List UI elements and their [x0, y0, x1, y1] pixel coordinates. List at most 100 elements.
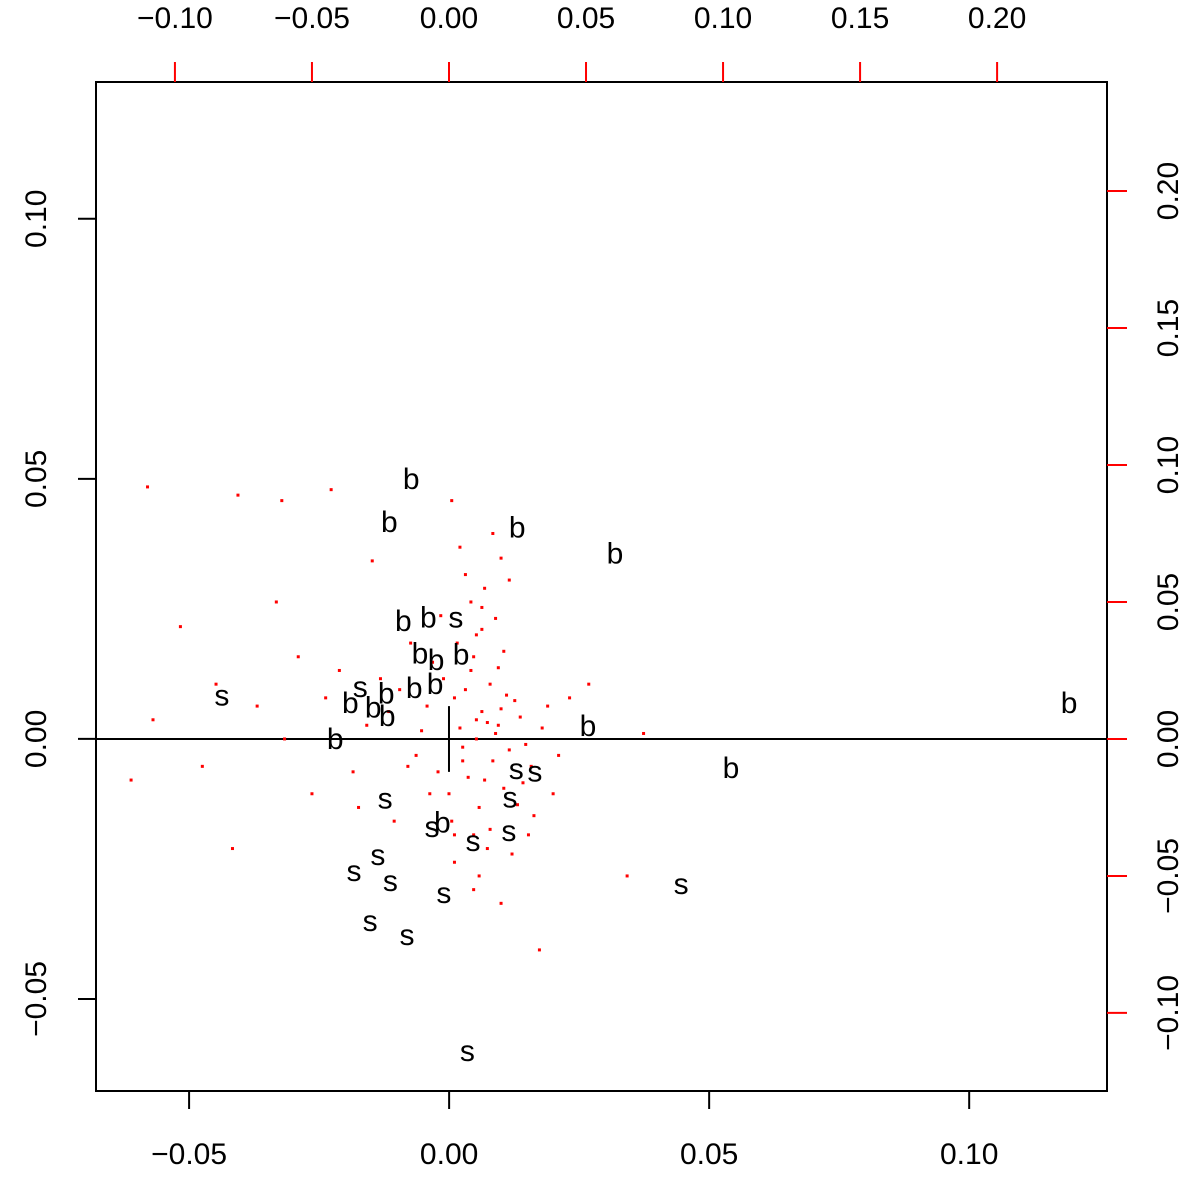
point-label: s — [214, 680, 229, 713]
point — [587, 682, 591, 686]
x-tick-label: 0.10 — [940, 1138, 998, 1171]
point — [488, 682, 492, 686]
point-label: s — [399, 919, 414, 952]
point — [521, 781, 525, 785]
point — [236, 493, 240, 497]
x2-tick-label: −0.05 — [274, 2, 350, 35]
point — [499, 556, 503, 560]
point — [625, 874, 629, 878]
point — [450, 499, 454, 503]
point — [540, 726, 544, 730]
point — [455, 641, 459, 645]
point — [146, 485, 150, 489]
point — [436, 770, 440, 774]
point — [568, 696, 572, 700]
point — [516, 803, 520, 807]
point — [472, 888, 476, 892]
point — [178, 625, 182, 629]
x2-tick-label: 0.15 — [831, 2, 889, 35]
point — [329, 488, 333, 492]
point-label: b — [428, 644, 445, 677]
point-label: b — [723, 752, 740, 785]
point-label: b — [395, 605, 412, 638]
point — [480, 605, 484, 609]
point — [499, 707, 503, 711]
point — [485, 847, 489, 851]
x2-tick-label: 0.00 — [420, 2, 478, 35]
point — [483, 778, 487, 782]
point-label: b — [403, 463, 420, 496]
point-label: s — [424, 811, 439, 844]
point — [507, 748, 511, 752]
point — [491, 759, 495, 763]
point-label: s — [378, 783, 393, 816]
point-label: b — [379, 700, 396, 733]
point — [463, 573, 467, 577]
point — [480, 710, 484, 714]
point-label: s — [509, 753, 524, 786]
point — [387, 710, 391, 714]
y2-tick-label: −0.10 — [1152, 975, 1185, 1051]
point-label: s — [363, 905, 378, 938]
point-label: s — [448, 602, 463, 635]
y2-tick-label: 0.05 — [1152, 573, 1185, 631]
point — [551, 792, 555, 796]
point — [483, 586, 487, 590]
point — [502, 649, 506, 653]
plot-frame — [95, 81, 1108, 1092]
point — [469, 600, 473, 604]
point — [214, 682, 218, 686]
point — [357, 805, 361, 809]
point-label: s — [383, 865, 398, 898]
point — [488, 827, 492, 831]
point — [406, 764, 410, 768]
point — [529, 764, 533, 768]
point — [428, 792, 432, 796]
point — [458, 545, 462, 549]
point — [472, 833, 476, 837]
point-label: b — [607, 538, 624, 571]
point — [378, 677, 382, 681]
x-tick-label: −0.05 — [151, 1138, 227, 1171]
point-label: b — [381, 506, 398, 539]
point — [474, 737, 478, 741]
point — [337, 668, 341, 672]
point — [450, 819, 454, 823]
y-tick-label: −0.05 — [20, 961, 53, 1037]
point — [477, 805, 481, 809]
point — [499, 901, 503, 905]
point — [557, 753, 561, 757]
point-label: b — [378, 678, 395, 711]
x-tick-label: 0.05 — [680, 1138, 738, 1171]
point — [461, 759, 465, 763]
point-label: s — [370, 839, 385, 872]
y2-tick-label: 0.20 — [1152, 162, 1185, 220]
point — [442, 677, 446, 681]
point — [425, 704, 429, 708]
point — [392, 819, 396, 823]
point — [200, 764, 204, 768]
point-label: s — [460, 1035, 475, 1068]
point — [151, 718, 155, 722]
point-label: b — [342, 687, 359, 720]
point-label: s — [436, 877, 451, 910]
point — [439, 614, 443, 618]
y-tick-label: 0.05 — [20, 450, 53, 508]
point — [532, 814, 536, 818]
point-label: b — [365, 692, 382, 725]
point — [513, 699, 517, 703]
point — [477, 874, 481, 878]
point — [398, 688, 402, 692]
point — [280, 499, 284, 503]
point-label: b — [406, 672, 423, 705]
y-tick-label: 0.00 — [20, 710, 53, 768]
point — [469, 668, 473, 672]
point — [505, 693, 509, 697]
point — [463, 688, 467, 692]
point-label: b — [412, 638, 429, 671]
point — [474, 718, 478, 722]
point-label: s — [674, 868, 689, 901]
point-label: b — [327, 723, 344, 756]
y2-tick-label: 0.15 — [1152, 299, 1185, 357]
